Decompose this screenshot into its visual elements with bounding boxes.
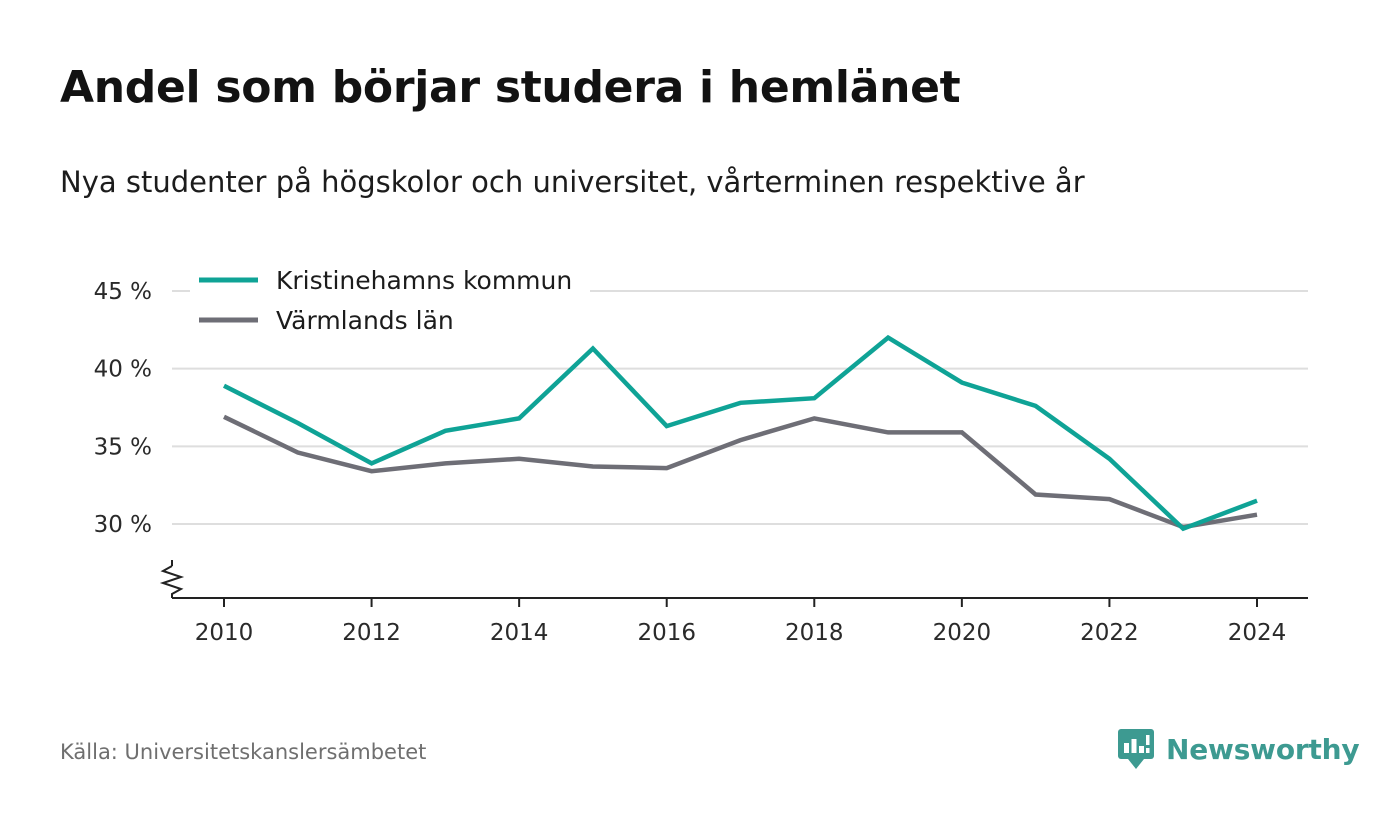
x-tick-label: 2012 xyxy=(342,620,401,646)
legend: Kristinehamns kommun Värmlands län xyxy=(190,258,590,348)
y-tick-label: 35 % xyxy=(94,434,152,460)
x-tick-label: 2018 xyxy=(785,620,844,646)
series-lines xyxy=(222,334,1258,532)
brand-logo[interactable]: Newsworthy xyxy=(1118,727,1360,771)
brand-name: Newsworthy xyxy=(1166,732,1360,766)
series-line-kristinehamn[interactable] xyxy=(222,334,1258,532)
y-axis-break-icon xyxy=(159,565,185,598)
x-tick-label: 2016 xyxy=(637,620,696,646)
line-chart: 30 % 35 % 40 % 45 % 2010 2012 2014 2016 2018 2020… xyxy=(93,258,1308,646)
y-tick-label: 30 % xyxy=(94,512,152,538)
legend-label: Värmlands län xyxy=(276,306,454,335)
newsworthy-logo-icon xyxy=(1118,729,1154,769)
x-tick-label: 2020 xyxy=(933,620,992,646)
chart-title: Andel som börjar studera i hemlänet xyxy=(60,62,961,113)
x-tick-label: 2010 xyxy=(195,620,254,646)
y-tick-label: 40 % xyxy=(94,357,152,383)
axes: 30 % 35 % 40 % 45 % 2010 2012 2014 2016 2018 2020… xyxy=(94,279,1308,646)
series-line-varmland[interactable] xyxy=(223,414,1258,530)
x-tick-label: 2022 xyxy=(1080,620,1139,646)
x-tick-label: 2014 xyxy=(490,620,549,646)
y-tick-label: 45 % xyxy=(94,279,152,305)
legend-background xyxy=(190,258,590,348)
legend-label: Kristinehamns kommun xyxy=(276,266,572,295)
chart-subtitle: Nya studenter på högskolor och universit… xyxy=(60,165,1085,199)
x-tick-label: 2024 xyxy=(1228,620,1287,646)
source-note: Källa: Universitetskanslersämbetet xyxy=(60,740,427,764)
